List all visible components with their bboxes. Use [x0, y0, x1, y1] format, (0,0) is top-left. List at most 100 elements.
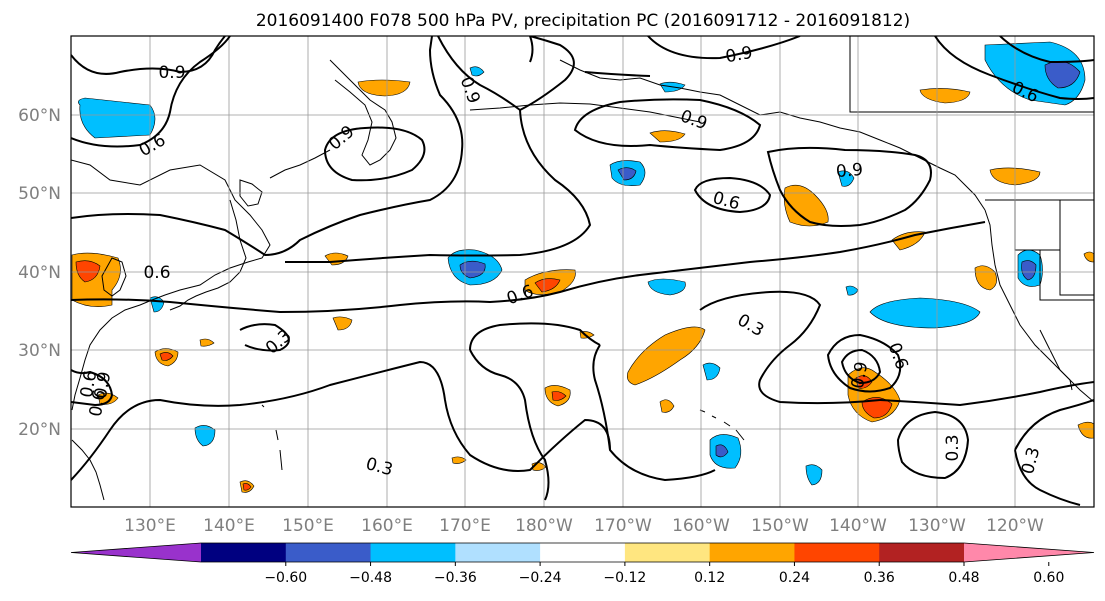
colorbar-tick-label: −0.36 — [434, 570, 477, 586]
precip-negative-area — [194, 425, 216, 447]
colorbar-tick-label: 0.60 — [1033, 570, 1064, 586]
colorbar-tick-label: −0.48 — [349, 570, 392, 586]
pv-contour-0.9 — [71, 36, 226, 75]
colorbar-segment — [285, 543, 372, 562]
precip-positive-area — [332, 316, 353, 331]
latitude-axis: 60°N 50°N 40°N 30°N 20°N — [18, 106, 61, 440]
longitude-label: 130°W — [908, 516, 966, 536]
longitude-label: 170°W — [594, 516, 652, 536]
precip-positive-area — [627, 326, 706, 386]
pv-contour-0.3 — [699, 290, 881, 405]
pv-contour-0.6 — [71, 369, 114, 407]
coastline-islands — [261, 404, 283, 471]
pv-contour-0.6 — [71, 36, 231, 148]
coastline-aleutians — [469, 102, 701, 123]
longitude-axis: 130°E 140°E 150°E 160°E 170°E 180°W 170°… — [124, 516, 1044, 536]
colorbar-tick-label: 0.12 — [694, 570, 725, 586]
contour-label: 0.9 — [158, 63, 185, 83]
pv-contour-0.6 — [826, 333, 902, 393]
colorbar: −0.60 −0.48 −0.36 −0.24 −0.12 0.12 0.24 0.36 0.4… — [70, 542, 1095, 586]
precip-negative-area — [984, 41, 1086, 106]
pv-contour-0.6 — [71, 221, 986, 314]
precip-positive-area — [357, 79, 411, 97]
coastline-asia — [71, 159, 271, 411]
pv-contour-0.3 — [1014, 399, 1094, 506]
longitude-label: 120°W — [986, 516, 1044, 536]
colorbar-segment — [201, 543, 287, 562]
pv-contour-0.3 — [879, 381, 1094, 407]
colorbar-segment — [455, 543, 541, 562]
graticule — [71, 36, 1094, 507]
precip-positive-core — [242, 483, 252, 491]
longitude-label: 150°E — [282, 516, 334, 536]
latitude-label: 30°N — [18, 341, 61, 361]
pv-contour-0.9 — [573, 98, 762, 152]
contour-label: 0.9 — [91, 370, 115, 400]
contour-label: 0.3 — [943, 434, 963, 461]
figure-title: 2016091400 F078 500 hPa PV, precipitatio… — [256, 11, 910, 31]
precip-positive-area — [649, 130, 686, 143]
precip-positive-area — [919, 88, 971, 104]
pv-contour-0.3 — [239, 323, 290, 352]
precip-positive-core — [861, 397, 893, 419]
pv-contour-0.3 — [896, 410, 970, 480]
precip-positive-core — [75, 260, 101, 283]
contour-label: 0.6 — [143, 263, 170, 283]
colorbar-tick-label: −0.24 — [519, 570, 562, 586]
precip-positive-area — [199, 338, 215, 347]
pv-contour-0.9 — [766, 146, 932, 227]
map-background — [71, 36, 1094, 507]
pv-contour-0.3 — [592, 344, 611, 451]
colorbar-outline — [70, 542, 1095, 563]
coastline-korea — [101, 257, 127, 297]
precip-positive-core — [159, 352, 174, 361]
precip-positive-area — [783, 184, 829, 227]
precip-negative-core — [715, 444, 729, 458]
longitude-label: 160°W — [672, 516, 730, 536]
precip-negative-core — [459, 260, 486, 279]
latitude-label: 40°N — [18, 263, 61, 283]
colorbar-tick-label: −0.60 — [264, 570, 307, 586]
border-alaska-canada — [849, 36, 1094, 113]
longitude-label: 180°W — [515, 516, 573, 536]
colorbar-extend-low — [71, 543, 201, 562]
precip-negative-core — [1021, 260, 1037, 281]
precip-negative-area — [837, 170, 855, 187]
longitude-label: 140°E — [203, 516, 255, 536]
precip-negative-area — [78, 97, 156, 139]
latitude-label: 50°N — [18, 184, 61, 204]
contour-label: 0.9 — [848, 360, 872, 390]
coastline-baja — [1039, 329, 1073, 391]
precip-positive-area — [451, 456, 467, 464]
contour-label: 0.9 — [724, 43, 754, 67]
map-panel: 0.9 0.9 0.9 0.9 0.9 0.9 0.6 0.6 0.6 0.6 … — [71, 36, 1094, 507]
colorbar-segment — [794, 543, 880, 562]
colorbar-tick-label: −0.12 — [603, 570, 646, 586]
colorbar-segment — [879, 543, 965, 562]
contour-label: 0.6 — [77, 369, 101, 399]
pv-contours — [71, 36, 1094, 506]
precip-negative-area — [647, 278, 686, 296]
contour-label: 0.9 — [835, 160, 864, 182]
longitude-label: 160°E — [361, 516, 413, 536]
precip-negative-area — [805, 464, 823, 486]
precip-negative-area — [469, 66, 485, 77]
pv-contour-0.9 — [840, 348, 882, 385]
coastline-japan-north — [239, 179, 263, 207]
pv-contour-0.3 — [469, 349, 550, 501]
pv-contour-0.9 — [999, 36, 1094, 64]
pv-contour-0.6 — [519, 36, 575, 111]
longitude-label: 140°W — [829, 516, 887, 536]
pv-contour-0.9 — [647, 36, 801, 60]
coastline-hawaii — [699, 409, 745, 441]
coastline-philippines — [71, 439, 105, 501]
precip-negative-area — [869, 297, 981, 329]
colorbar-segment — [624, 543, 711, 562]
latitude-label: 20°N — [18, 420, 61, 440]
colorbar-segments — [70, 542, 1095, 563]
colorbar-extend-high — [964, 543, 1094, 562]
longitude-label: 150°W — [751, 516, 809, 536]
precip-positive-area — [1083, 251, 1094, 263]
colorbar-segment — [709, 543, 795, 562]
